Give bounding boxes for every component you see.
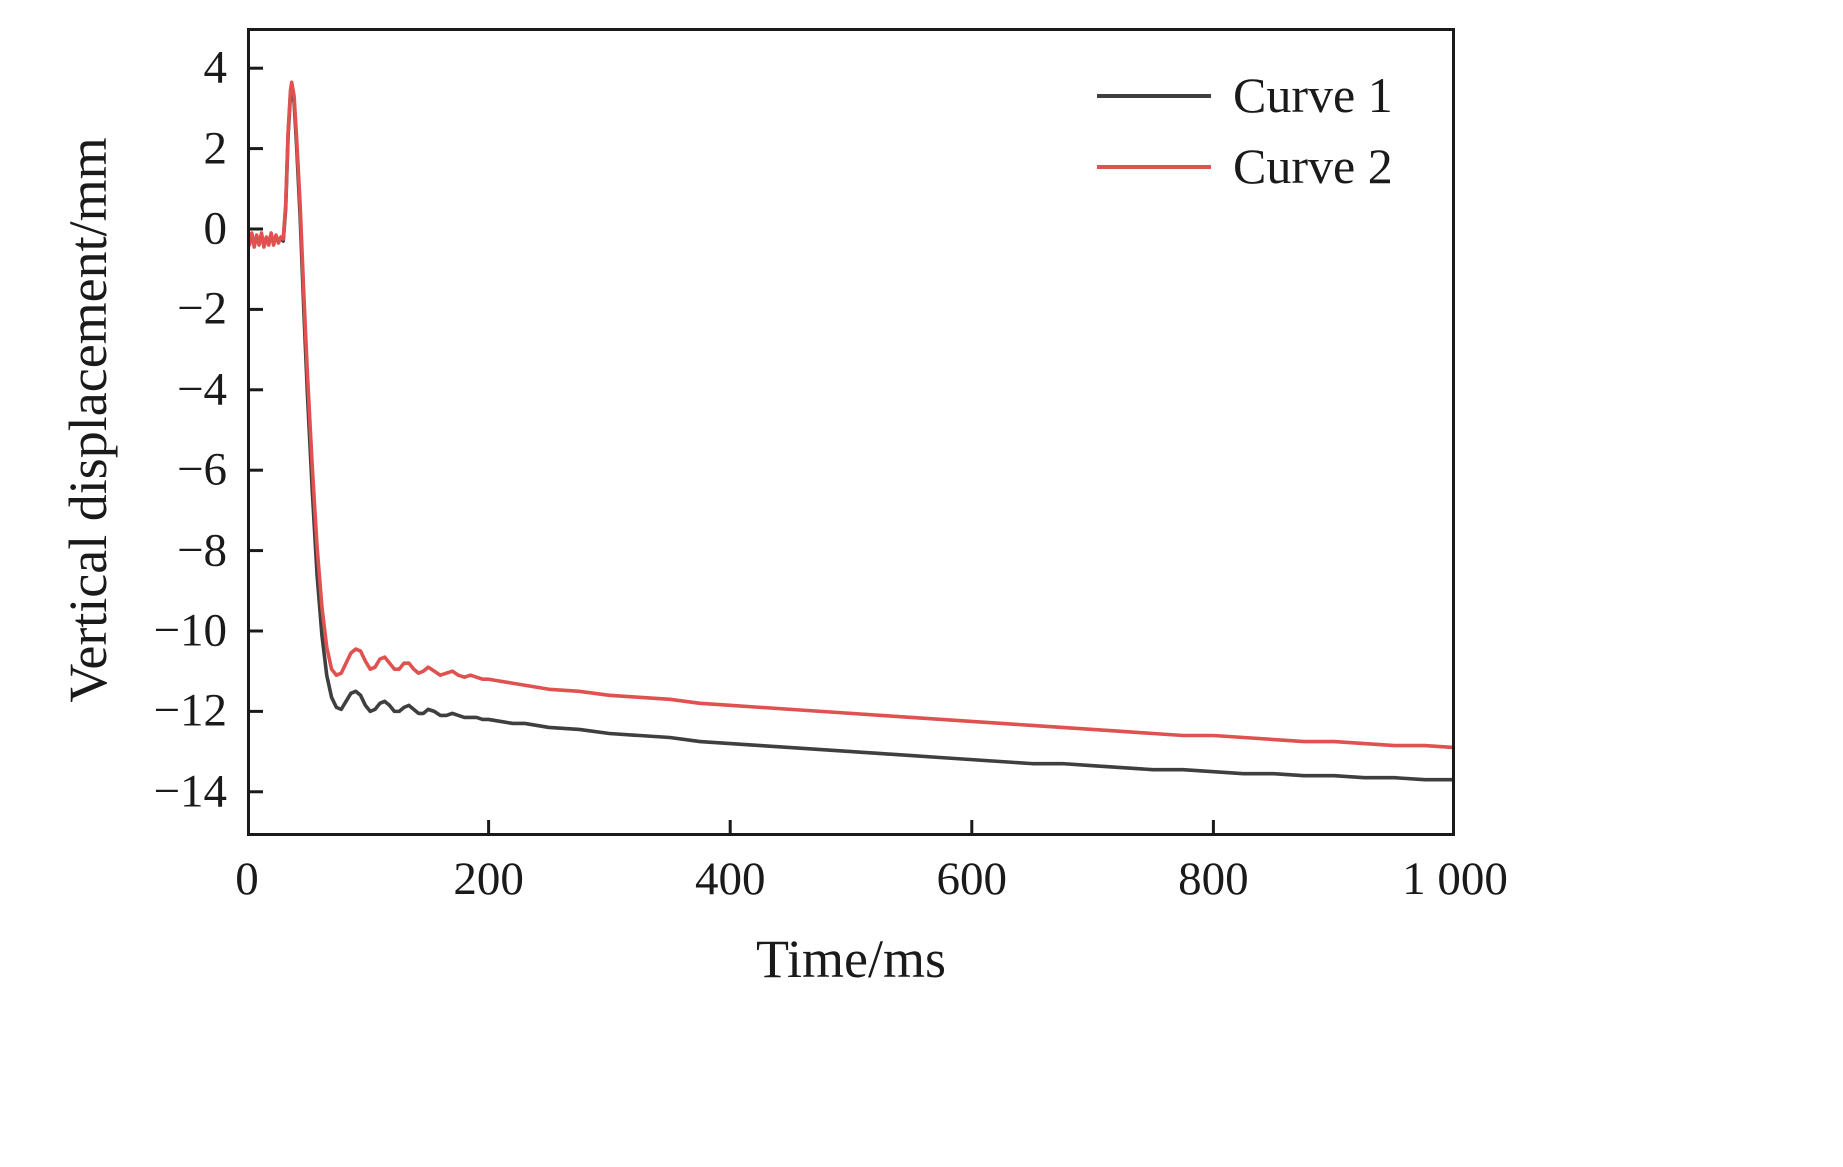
series-line-2 bbox=[247, 80, 1455, 750]
legend: Curve 1 Curve 2 bbox=[1097, 68, 1393, 194]
y-tick-label: 0 bbox=[203, 202, 228, 255]
axes-frame bbox=[247, 28, 1455, 836]
y-tick-label: −4 bbox=[176, 363, 227, 416]
y-tick-label: −12 bbox=[153, 684, 227, 737]
x-tick-label: 1 000 bbox=[1402, 853, 1508, 905]
x-axis-title: Time/ms bbox=[755, 929, 947, 989]
legend-swatch-2 bbox=[1097, 164, 1211, 169]
legend-item-2: Curve 2 bbox=[1097, 139, 1393, 194]
y-axis-title: Vertical displacement/mm bbox=[58, 137, 118, 703]
x-tick-label: 600 bbox=[936, 853, 1008, 905]
y-tick-label: 4 bbox=[203, 41, 228, 94]
x-tick-label: 0 bbox=[235, 853, 259, 905]
x-tick-label: 200 bbox=[453, 853, 524, 905]
plot-area: Curve 1 Curve 2 bbox=[247, 28, 1455, 836]
y-tick-label: −2 bbox=[176, 282, 227, 335]
legend-label-2: Curve 2 bbox=[1233, 138, 1393, 194]
y-tick-label: 2 bbox=[203, 122, 228, 175]
x-tick-label: 400 bbox=[694, 853, 766, 905]
y-tick-label: −10 bbox=[153, 604, 227, 657]
legend-swatch-1 bbox=[1097, 93, 1211, 98]
y-tick-label: −6 bbox=[176, 443, 227, 496]
y-tick-label: −14 bbox=[153, 765, 227, 818]
plot-canvas bbox=[247, 28, 1455, 836]
y-tick-label: −8 bbox=[176, 524, 227, 577]
legend-label-1: Curve 1 bbox=[1233, 67, 1393, 123]
legend-item-1: Curve 1 bbox=[1097, 68, 1393, 123]
x-tick-label: 800 bbox=[1178, 853, 1249, 905]
